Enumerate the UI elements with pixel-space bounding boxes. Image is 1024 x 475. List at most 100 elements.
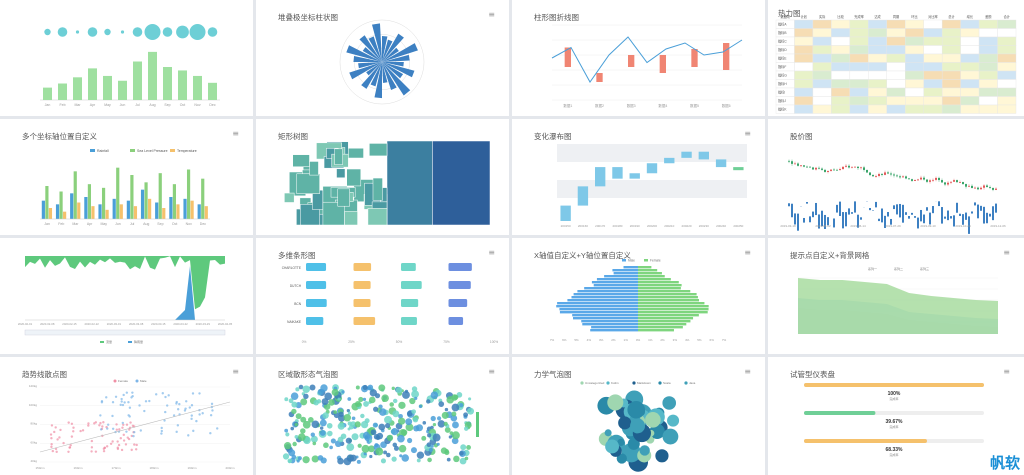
volume-bar: [854, 201, 856, 213]
y-tick-label: 120kg: [29, 384, 38, 388]
polar-bar: [382, 54, 410, 62]
bar: [84, 197, 88, 219]
panel-title: 矩形树图: [278, 132, 308, 141]
bubble: [380, 458, 386, 464]
bar-left: [556, 305, 638, 308]
heat-cell: [831, 70, 851, 80]
menu-icon[interactable]: ≡: [488, 248, 495, 257]
bar: [133, 61, 142, 100]
x-tick-label: 200170: [595, 224, 605, 228]
volume-bar: [920, 209, 922, 222]
panel-pyramid: X轴值自定义+Y轴位置自定义 ≡ Male Female 7% 6% 5% 4% 3% 2% 1…: [512, 238, 765, 354]
bar-left: [591, 326, 638, 329]
bar-left: [581, 320, 638, 323]
scatter-point: [192, 429, 195, 433]
candle-body: [944, 182, 946, 185]
menu-icon[interactable]: ≡: [744, 129, 751, 138]
candle-body: [854, 166, 856, 168]
bubble: [354, 401, 361, 408]
y-tick-label: 100kg: [29, 403, 38, 407]
x-tick-label: 190cm: [187, 466, 197, 470]
bubble: [430, 444, 434, 448]
bar: [45, 186, 49, 219]
heat-cell: [997, 19, 1017, 29]
range-bar: [659, 55, 666, 73]
line-series: [551, 36, 743, 83]
bubble: [347, 411, 351, 415]
scatter-point: [176, 424, 180, 427]
scatter-point: [121, 403, 125, 407]
bar: [43, 87, 52, 100]
heat-cell: [868, 36, 887, 46]
volume-bar: [887, 212, 889, 217]
menu-icon[interactable]: ≡: [1003, 367, 1010, 376]
force-bubble: [627, 400, 646, 419]
heat-cell: [997, 53, 1017, 63]
bubble: [404, 389, 409, 393]
bubble: [459, 457, 467, 465]
bar: [208, 82, 217, 100]
heat-cell: [905, 45, 924, 55]
bar-cell: [353, 317, 376, 325]
bar: [176, 204, 180, 219]
bubble: [362, 384, 368, 391]
treemap-cell: [309, 161, 319, 176]
panel-force-bubble: 力学气泡图 ≡ Uncategorized Kotlin Markdown Scala…: [512, 357, 765, 475]
legend-label: Rainfall: [97, 149, 109, 153]
legend-label: Uncategorized: [585, 381, 605, 385]
x-tick-label: Oct: [180, 103, 185, 107]
x-tick-label: 数据3: [627, 103, 636, 108]
heat-cell: [905, 36, 924, 46]
bubble: [378, 423, 386, 431]
bar: [126, 200, 130, 219]
bubble: [361, 444, 370, 453]
bubble: [343, 413, 352, 422]
scatter-point: [70, 435, 74, 438]
scatter-point: [122, 433, 125, 437]
scatter-point: [183, 409, 187, 412]
panel-title: X轴值自定义+Y轴位置自定义: [534, 251, 631, 260]
bubble: [405, 423, 414, 432]
bubble: [337, 422, 345, 430]
treemap-cell: [296, 173, 320, 194]
x-tick-label: 3%: [673, 338, 678, 342]
polar-bar: [382, 62, 397, 90]
menu-icon[interactable]: ≡: [488, 10, 495, 19]
scatter-point: [188, 406, 191, 409]
x-tick-label: 2019-09-10: [920, 224, 936, 228]
bar-left: [573, 293, 638, 296]
scatter-point: [99, 428, 103, 431]
bubble: [355, 385, 360, 390]
bar: [105, 209, 109, 219]
force-bubble-chart: Uncategorized Kotlin Markdown Scala Java: [580, 381, 696, 472]
force-bubble: [667, 414, 680, 427]
heat-cell: [794, 70, 814, 80]
heat-cell: [997, 45, 1017, 55]
bubble: [369, 454, 373, 459]
heat-cell: [923, 79, 943, 89]
x-tick-label: 200230: [699, 224, 709, 228]
bubble: [357, 443, 362, 448]
scatter-point: [116, 446, 119, 449]
menu-icon[interactable]: ≡: [744, 367, 751, 376]
bar-cell: [401, 317, 417, 325]
scatter-point: [111, 427, 115, 430]
scatter-point: [160, 432, 163, 435]
bubble: [300, 416, 307, 423]
scatter-point: [111, 401, 115, 404]
menu-icon[interactable]: ≡: [1003, 248, 1010, 257]
menu-icon[interactable]: ≡: [232, 129, 239, 138]
heat-cell: [886, 87, 906, 97]
menu-icon[interactable]: ≡: [488, 367, 495, 376]
heat-cell: [941, 96, 961, 106]
scatter-point: [69, 444, 72, 447]
bubble: [341, 390, 345, 394]
bubble-field-chart: [282, 384, 479, 466]
volume-bar: [917, 217, 919, 229]
scatter-point: [106, 423, 110, 426]
menu-icon[interactable]: ≡: [744, 248, 751, 257]
bubble: [302, 420, 311, 429]
legend-swatch: [580, 381, 584, 385]
bubble: [354, 421, 361, 428]
menu-icon[interactable]: ≡: [232, 367, 239, 376]
